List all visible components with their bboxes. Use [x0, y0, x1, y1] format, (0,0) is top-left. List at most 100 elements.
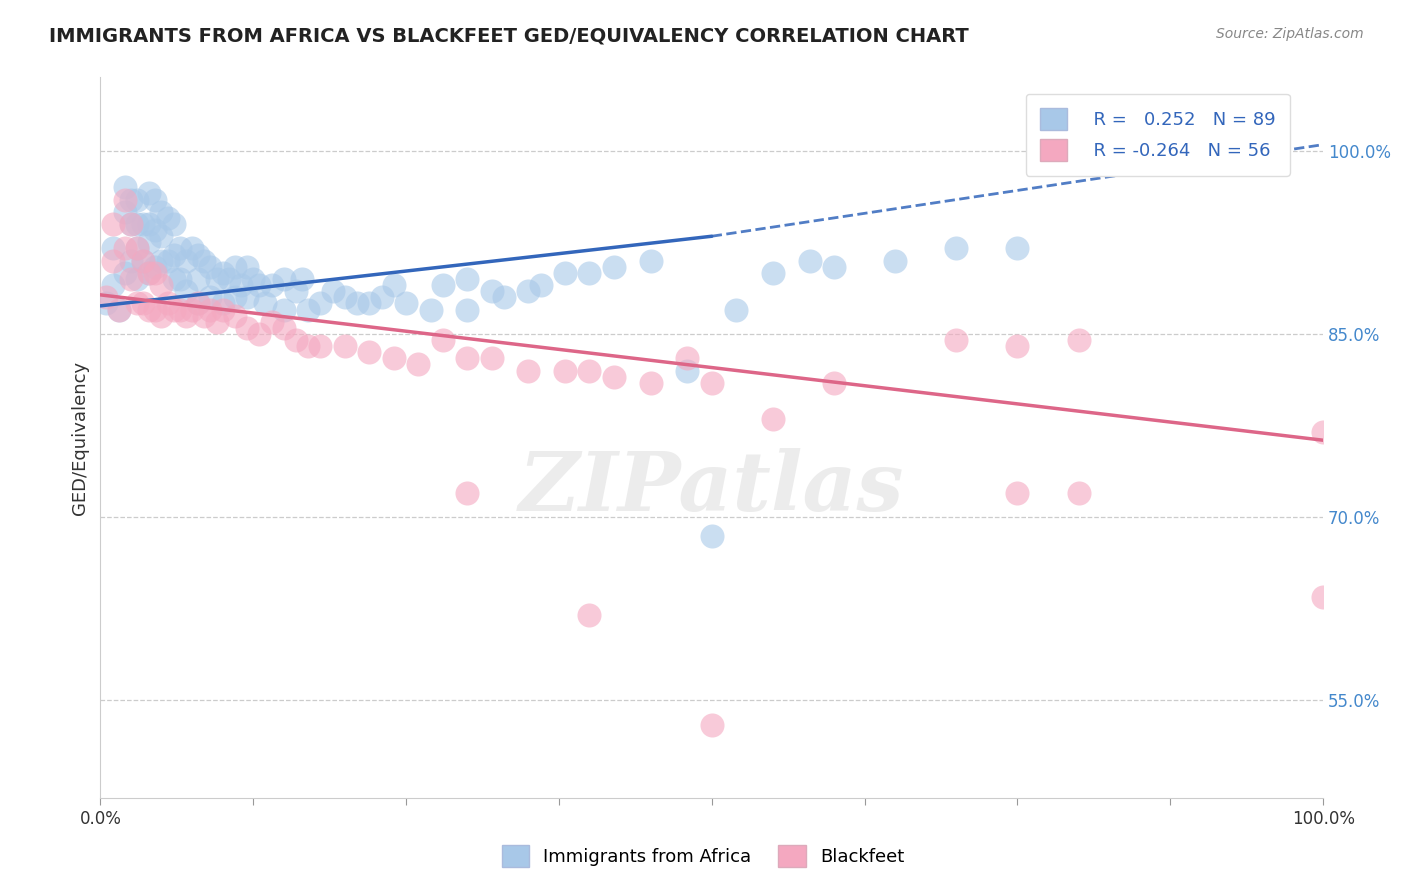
Point: [211, 296, 233, 310]
Point: [200, 260, 222, 274]
Point: [145, 223, 167, 237]
Point: [156, 253, 179, 268]
Point: [229, 278, 252, 293]
Point: [1007, 242, 1029, 256]
Point: [762, 266, 785, 280]
Point: [359, 345, 381, 359]
Point: [554, 266, 576, 280]
Point: [481, 284, 503, 298]
Point: [211, 302, 233, 317]
Point: [120, 217, 142, 231]
Point: [138, 266, 160, 280]
Point: [517, 284, 540, 298]
Point: [1007, 485, 1029, 500]
Point: [823, 376, 845, 390]
Point: [187, 247, 209, 261]
Point: [297, 339, 319, 353]
Point: [799, 253, 821, 268]
Point: [125, 193, 148, 207]
Point: [603, 260, 626, 274]
Point: [169, 242, 191, 256]
Point: [529, 278, 551, 293]
Point: [700, 718, 723, 732]
Point: [125, 242, 148, 256]
Point: [640, 253, 662, 268]
Point: [150, 278, 173, 293]
Point: [359, 296, 381, 310]
Point: [273, 272, 295, 286]
Text: ZIPatlas: ZIPatlas: [519, 449, 904, 528]
Point: [187, 272, 209, 286]
Point: [481, 351, 503, 366]
Point: [456, 272, 478, 286]
Point: [291, 272, 314, 286]
Point: [676, 363, 699, 377]
Point: [247, 278, 270, 293]
Point: [700, 376, 723, 390]
Point: [156, 296, 179, 310]
Point: [333, 339, 356, 353]
Point: [125, 217, 148, 231]
Point: [174, 284, 197, 298]
Point: [945, 333, 967, 347]
Point: [132, 217, 155, 231]
Point: [114, 266, 136, 280]
Point: [554, 363, 576, 377]
Point: [96, 296, 118, 310]
Point: [120, 217, 142, 231]
Point: [236, 260, 259, 274]
Point: [125, 272, 148, 286]
Point: [322, 284, 344, 298]
Point: [333, 290, 356, 304]
Point: [138, 266, 160, 280]
Point: [150, 253, 173, 268]
Point: [120, 193, 142, 207]
Point: [145, 193, 167, 207]
Point: [517, 363, 540, 377]
Point: [150, 204, 173, 219]
Point: [273, 321, 295, 335]
Y-axis label: GED/Equivalency: GED/Equivalency: [72, 360, 89, 515]
Point: [132, 296, 155, 310]
Point: [101, 278, 124, 293]
Point: [224, 309, 246, 323]
Point: [163, 302, 186, 317]
Point: [578, 266, 600, 280]
Point: [1007, 339, 1029, 353]
Point: [224, 290, 246, 304]
Point: [125, 242, 148, 256]
Point: [138, 186, 160, 201]
Point: [181, 302, 204, 317]
Point: [145, 302, 167, 317]
Point: [945, 242, 967, 256]
Point: [297, 302, 319, 317]
Point: [419, 302, 441, 317]
Point: [187, 296, 209, 310]
Point: [125, 296, 148, 310]
Point: [205, 315, 228, 329]
Point: [603, 369, 626, 384]
Point: [456, 351, 478, 366]
Point: [432, 278, 454, 293]
Point: [163, 272, 186, 286]
Point: [132, 253, 155, 268]
Point: [456, 485, 478, 500]
Point: [145, 266, 167, 280]
Point: [138, 217, 160, 231]
Point: [700, 528, 723, 542]
Point: [101, 242, 124, 256]
Point: [260, 278, 283, 293]
Point: [114, 204, 136, 219]
Point: [370, 290, 392, 304]
Point: [138, 302, 160, 317]
Point: [200, 290, 222, 304]
Point: [1067, 485, 1090, 500]
Point: [101, 217, 124, 231]
Point: [211, 266, 233, 280]
Point: [247, 326, 270, 341]
Point: [273, 302, 295, 317]
Point: [120, 253, 142, 268]
Point: [762, 412, 785, 426]
Point: [169, 272, 191, 286]
Point: [456, 302, 478, 317]
